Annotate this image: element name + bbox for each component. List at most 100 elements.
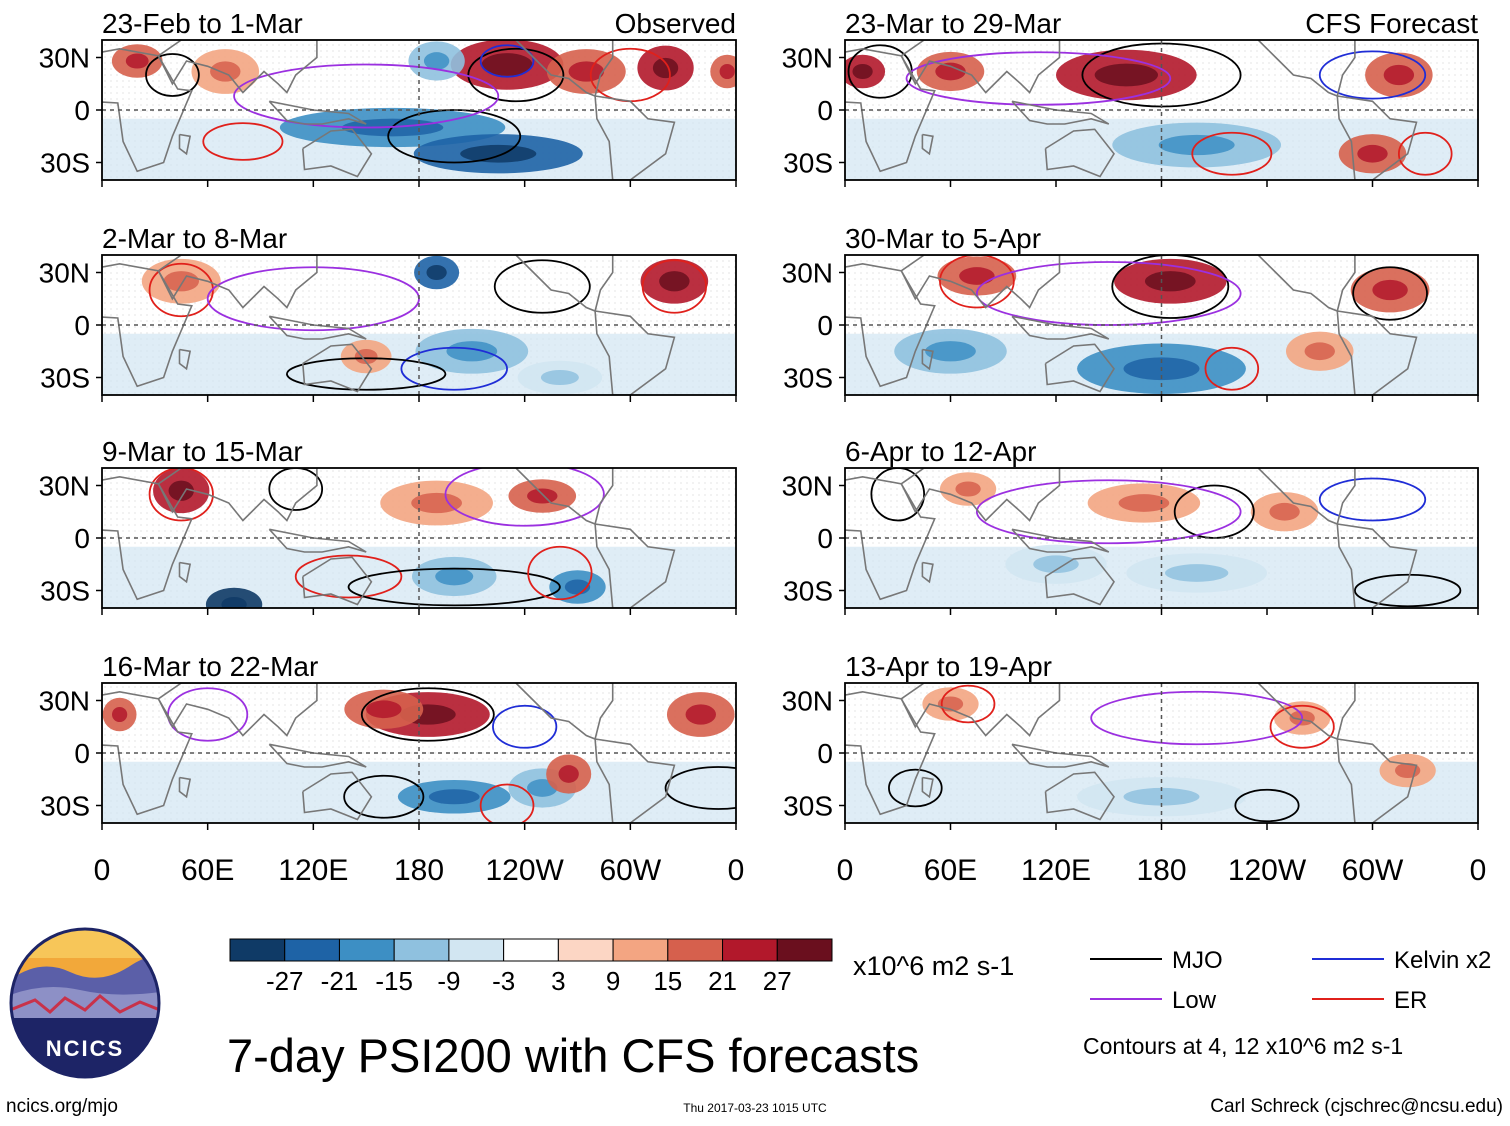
panel-period: 30-Mar to 5-Apr xyxy=(845,223,1041,254)
coastline-path xyxy=(1257,468,1356,526)
anomaly-core xyxy=(1033,555,1079,574)
contour-line xyxy=(493,259,591,314)
panel-field xyxy=(102,468,736,608)
anomaly-core xyxy=(210,61,241,82)
map-panel: 30N 0 30S 16-Mar to 22-Mar xyxy=(39,651,737,830)
contour-line xyxy=(202,122,284,161)
anomaly-core xyxy=(540,369,579,386)
x-tick-label: 120E xyxy=(278,854,348,887)
coastline-path xyxy=(268,743,367,768)
y-tick-label: 30S xyxy=(40,148,90,179)
anomaly-core xyxy=(1383,64,1415,86)
coastline-path xyxy=(268,100,367,125)
y-tick-label: 0 xyxy=(74,310,90,341)
x-tick-label: 60E xyxy=(924,854,977,887)
colorbar-swatch xyxy=(229,938,286,962)
y-tick-label: 30S xyxy=(783,148,833,179)
anomaly-core xyxy=(1094,63,1158,87)
contour-line xyxy=(1269,704,1335,749)
coastline-path xyxy=(302,556,373,606)
contour-line xyxy=(641,259,707,314)
y-tick-label: 0 xyxy=(74,738,90,769)
colorbar-swatch xyxy=(557,938,614,962)
coastline-path xyxy=(515,40,614,98)
coastline-path xyxy=(157,255,318,309)
coastline-path xyxy=(302,343,373,393)
panel-period: 9-Mar to 15-Mar xyxy=(102,436,303,467)
y-tick-label: 30N xyxy=(39,471,90,502)
panel-field xyxy=(102,683,736,823)
x-tick-label: 60W xyxy=(599,854,661,887)
coastlines xyxy=(845,683,1418,823)
y-tick-label: 30N xyxy=(782,686,833,717)
coastline-path xyxy=(900,40,1061,94)
coastline-path xyxy=(268,528,367,553)
contour-line xyxy=(479,783,535,823)
anomaly-core xyxy=(955,481,981,497)
footer-url[interactable]: ncics.org/mjo xyxy=(6,1096,118,1117)
panel-period: 23-Feb to 1-Mar xyxy=(102,8,303,39)
contour-line xyxy=(940,684,996,724)
colorbar-swatch xyxy=(503,938,559,962)
colorbar: -27 -21 -15 -9 -3 3 9 15 21 27 xyxy=(229,938,833,996)
colorbar-label: 9 xyxy=(606,966,620,996)
anomaly-core xyxy=(354,348,378,365)
x-tick-label: 0 xyxy=(728,854,745,887)
y-tick-label: 30S xyxy=(783,576,833,607)
contour-line xyxy=(1111,255,1230,319)
colorbar-swatch xyxy=(393,938,450,962)
contour-line xyxy=(294,554,403,599)
coastline-path xyxy=(921,776,934,799)
map-panel: 30N 0 30S 9-Mar to 15-Mar xyxy=(39,436,737,615)
coastline-path xyxy=(178,561,192,584)
anomaly-core xyxy=(1304,342,1335,361)
contour-line xyxy=(975,479,1242,545)
colorbar-label: -21 xyxy=(321,966,359,996)
coastline-path xyxy=(157,468,318,522)
coastline-path xyxy=(302,771,373,821)
y-tick-label: 30S xyxy=(40,363,90,394)
map-panel: 30N 0 30S 23-Mar to 29-Mar CFS Forecast xyxy=(782,8,1479,187)
x-tick-label: 120W xyxy=(485,854,564,887)
panel-period: 6-Apr to 12-Apr xyxy=(845,436,1036,467)
coastline-path xyxy=(302,128,373,178)
coastline-path xyxy=(1011,100,1110,125)
coastline-path xyxy=(921,348,934,371)
anomaly-core xyxy=(481,53,533,76)
y-tick-label: 0 xyxy=(74,523,90,554)
anomaly-core xyxy=(112,706,128,723)
coastline-path xyxy=(178,133,192,156)
anomaly-core xyxy=(423,52,450,70)
colorbar-label: -3 xyxy=(492,966,515,996)
map-panel: 30N 0 30S 23-Feb to 1-Mar Observed xyxy=(39,8,737,187)
colorbar-swatch xyxy=(448,938,505,962)
anomaly-core xyxy=(659,271,690,292)
anomaly-core xyxy=(719,63,735,80)
contour-line xyxy=(467,47,565,103)
y-tick-label: 30S xyxy=(783,363,833,394)
coastline-path xyxy=(157,40,318,94)
colorbar-swatch xyxy=(612,938,669,962)
coastlines xyxy=(102,683,676,823)
colorbar-units: x10^6 m2 s-1 xyxy=(853,951,1014,981)
anomaly-core xyxy=(685,704,716,725)
panel-period: 13-Apr to 19-Apr xyxy=(845,651,1052,682)
coastline-path xyxy=(1257,40,1356,98)
y-tick-label: 30N xyxy=(39,43,90,74)
panel-source: CFS Forecast xyxy=(1305,8,1478,39)
coastlines xyxy=(845,40,1418,180)
contour-line xyxy=(1354,573,1462,608)
coastline-path xyxy=(515,468,614,526)
y-tick-label: 0 xyxy=(817,310,833,341)
map-panel: 30N 0 30S 2-Mar to 8-Mar xyxy=(39,223,737,402)
legend-label: MJO xyxy=(1172,947,1223,974)
coastline-path xyxy=(1044,343,1115,393)
anomaly-core xyxy=(959,267,995,285)
contour-line xyxy=(870,468,926,522)
y-tick-label: 30N xyxy=(782,43,833,74)
footer-timestamp: Thu 2017-03-23 1015 UTC xyxy=(683,1101,827,1115)
panel-field xyxy=(845,255,1478,395)
contour-line xyxy=(286,357,447,391)
